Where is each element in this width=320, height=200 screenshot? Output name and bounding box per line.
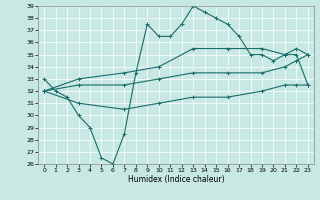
X-axis label: Humidex (Indice chaleur): Humidex (Indice chaleur) xyxy=(128,175,224,184)
